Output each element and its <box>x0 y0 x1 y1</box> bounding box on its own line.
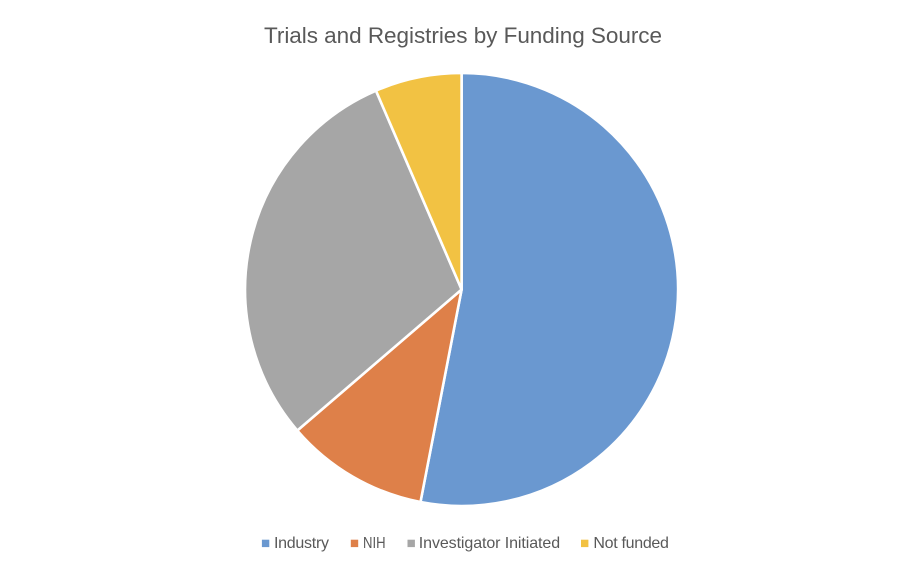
svg-text:Trials and Registries by Fundi: Trials and Registries by Funding Source <box>264 23 662 48</box>
svg-text:Not funded: Not funded <box>593 535 669 552</box>
svg-text:NIH: NIH <box>363 535 386 552</box>
svg-text:Industry: Industry <box>274 535 329 552</box>
svg-text:Investigator Initiated: Investigator Initiated <box>419 535 560 552</box>
